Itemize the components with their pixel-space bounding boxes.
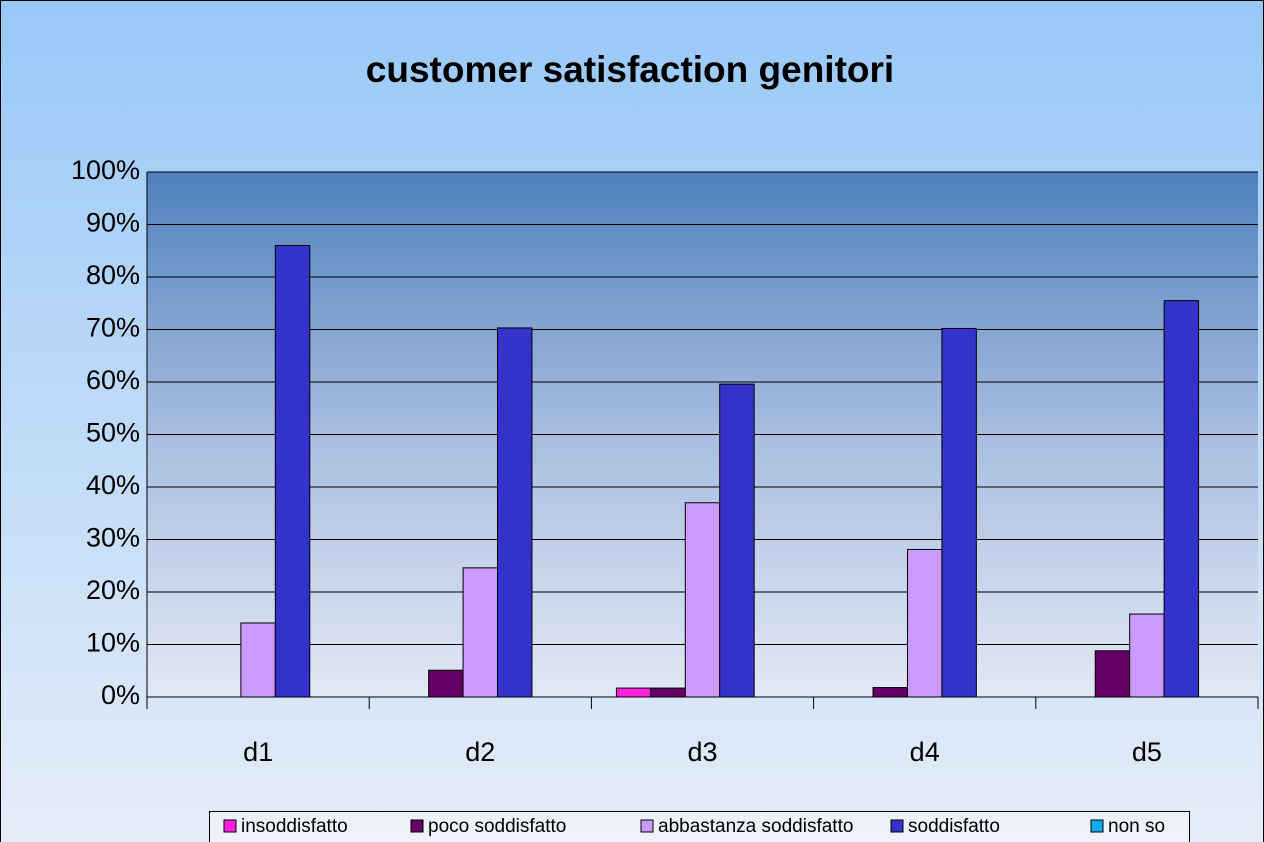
y-tick-label: 20%	[86, 575, 140, 605]
chart-title: customer satisfaction genitori	[366, 49, 894, 90]
legend-swatch	[223, 819, 237, 833]
bar	[1163, 300, 1200, 698]
x-tick-label: d1	[243, 737, 273, 767]
y-tick-label: 60%	[86, 365, 140, 395]
legend-label: soddisfatto	[908, 816, 1000, 837]
bar	[1129, 613, 1165, 698]
x-tick-label: d5	[1132, 737, 1162, 767]
legend-label: poco soddisfatto	[428, 816, 566, 837]
y-tick-label: 40%	[86, 470, 140, 500]
bar	[872, 687, 908, 698]
bar	[719, 383, 755, 698]
bar	[428, 669, 464, 698]
bar	[462, 567, 499, 698]
bar	[906, 548, 943, 698]
legend-label: insoddisfatto	[241, 816, 348, 837]
x-tick-label: d2	[465, 737, 495, 767]
bar	[650, 687, 686, 698]
bar	[1094, 650, 1131, 698]
y-tick-label: 50%	[86, 418, 140, 448]
y-tick-label: 70%	[86, 313, 140, 343]
bar	[240, 622, 276, 698]
legend	[209, 811, 1190, 842]
y-tick-label: 90%	[86, 208, 140, 238]
bar	[274, 245, 311, 698]
y-tick-label: 30%	[86, 523, 140, 553]
bar	[497, 327, 533, 698]
bar	[615, 687, 652, 698]
y-tick-label: 100%	[71, 155, 140, 185]
legend-swatch	[1090, 819, 1104, 833]
legend-label: non so	[1108, 816, 1165, 837]
y-tick-label: 0%	[101, 680, 140, 710]
x-tick-label: d3	[687, 737, 717, 767]
legend-swatch	[410, 819, 424, 833]
y-tick-label: 80%	[86, 260, 140, 290]
bar	[941, 327, 977, 698]
legend-label: abbastanza soddisfatto	[658, 816, 853, 837]
bar	[684, 502, 721, 698]
y-tick-label: 10%	[86, 628, 140, 658]
legend-swatch	[890, 819, 904, 833]
legend-swatch	[640, 819, 654, 833]
x-tick-label: d4	[910, 737, 940, 767]
